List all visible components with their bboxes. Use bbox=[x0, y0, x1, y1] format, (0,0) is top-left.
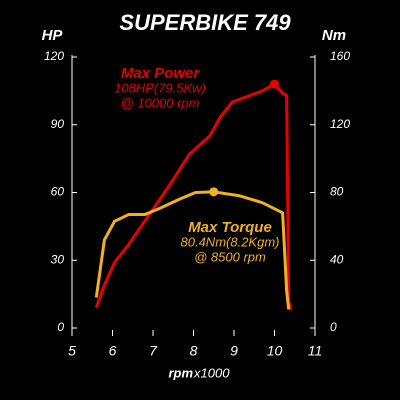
annotation: @ 10000 rpm bbox=[121, 95, 200, 110]
x-tick-label: 8 bbox=[190, 343, 198, 359]
y-tick-label: 0 bbox=[57, 320, 64, 334]
y2-tick-label: 0 bbox=[330, 320, 337, 334]
annotation: Max Torque bbox=[188, 219, 272, 236]
y2-tick-label: 40 bbox=[330, 252, 344, 266]
y-tick-label: 90 bbox=[51, 117, 65, 131]
x-tick-label: 5 bbox=[68, 343, 76, 359]
annotation: Max Power bbox=[121, 65, 201, 82]
x-tick-label: 11 bbox=[308, 343, 323, 359]
x-tick-label: 10 bbox=[267, 343, 283, 359]
chart-title: SUPERBIKE 749 bbox=[119, 10, 291, 35]
x-axis-label: rpm bbox=[168, 365, 193, 380]
y2-tick-label: 120 bbox=[330, 117, 350, 131]
peak-marker bbox=[209, 187, 219, 197]
y-tick-label: 60 bbox=[51, 185, 65, 199]
series-line bbox=[94, 82, 293, 311]
annotation: 108HP(79.5Kw) bbox=[114, 80, 206, 95]
x-tick-label: 9 bbox=[230, 343, 238, 359]
y2-axis-label: Nm bbox=[322, 27, 346, 44]
y-tick-label: 120 bbox=[44, 49, 64, 63]
annotation: @ 8500 rpm bbox=[194, 249, 266, 264]
x-axis-unit: x1000 bbox=[193, 365, 230, 380]
y-axis-label: HP bbox=[42, 27, 64, 44]
y-tick-label: 30 bbox=[51, 252, 65, 266]
y2-tick-label: 80 bbox=[330, 185, 344, 199]
x-tick-label: 6 bbox=[109, 343, 117, 359]
annotation: 80.4Nm(8.2Kgm) bbox=[181, 234, 280, 249]
peak-marker bbox=[270, 79, 279, 89]
series-line bbox=[94, 190, 291, 310]
y2-tick-label: 160 bbox=[330, 49, 350, 63]
x-tick-label: 7 bbox=[149, 343, 158, 359]
